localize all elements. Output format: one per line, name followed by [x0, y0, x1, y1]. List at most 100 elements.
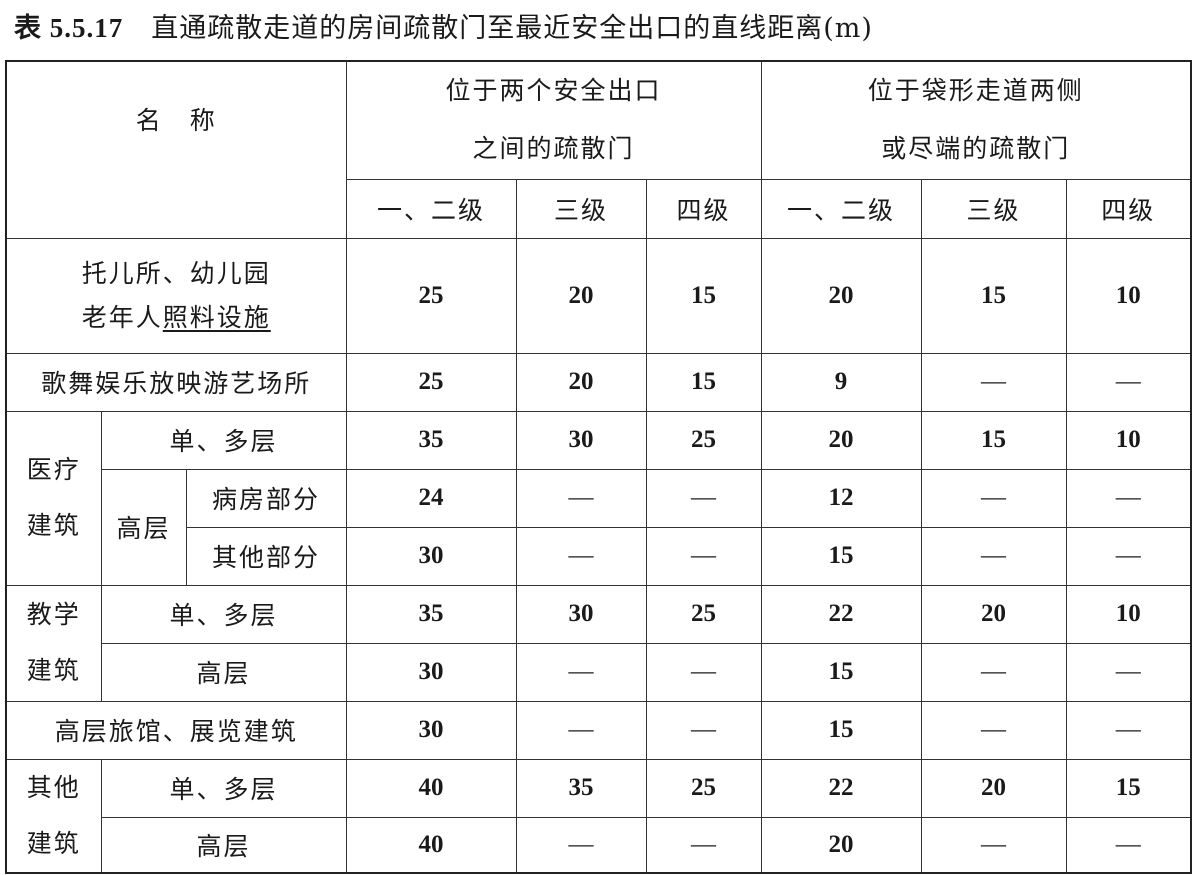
value-cell: 15: [920, 237, 1067, 354]
value-cell: 15: [760, 642, 922, 702]
value-cell: 25: [645, 584, 762, 644]
grade-header: 一、二级: [345, 178, 517, 239]
label-underlined: 照料设施: [162, 302, 271, 332]
distance-table: 名 称 位于两个安全出口 之间的疏散门 位于袋形走道两侧 或尽端的疏散门 一、二级 …: [5, 60, 1192, 874]
sub-label: 高层: [100, 816, 347, 874]
value-cell: 9: [760, 352, 922, 412]
value-cell: 10: [1065, 410, 1192, 470]
value-cell: 35: [345, 584, 517, 644]
value-cell: 20: [760, 237, 922, 354]
table-row: 教学 建筑 单、多层 35 30 25 22 20 10: [5, 584, 1192, 702]
value-cell: —: [645, 642, 762, 702]
value-cell: 15: [1065, 758, 1192, 818]
value-cell: 20: [515, 237, 647, 354]
value-cell: 10: [1065, 237, 1192, 354]
grade-header: 四级: [1065, 178, 1192, 239]
value-cell: —: [920, 642, 1067, 702]
value-cell: —: [920, 352, 1067, 412]
value-cell: —: [515, 642, 647, 702]
row-label: 托儿所、幼儿园 老年人照料设施: [5, 237, 347, 354]
table-row: 高层 40— —20— —: [6, 816, 1192, 874]
value-cell: 15: [920, 410, 1067, 470]
value-cell: 40: [345, 816, 517, 874]
value-cell: 40: [345, 758, 517, 818]
value-cell: 22: [760, 584, 922, 644]
subsub-label: 其他部分: [185, 526, 347, 586]
table-row: 歌舞娱乐放映游艺场所 25 20 15 9— —: [5, 352, 1192, 412]
value-cell: —: [515, 526, 647, 586]
value-cell: 15: [645, 237, 762, 354]
sub-label: 单、多层: [100, 584, 347, 644]
value-cell: 24: [345, 468, 517, 528]
subsub-label: 病房部分: [185, 468, 347, 528]
group-label: 其他 建筑: [5, 758, 102, 874]
value-cell: 30: [515, 584, 647, 644]
grade-header: 一、二级: [760, 178, 922, 239]
label-line: 老年人照料设施: [7, 296, 346, 340]
value-cell: 20: [760, 410, 922, 470]
table-row: 托儿所、幼儿园 老年人照料设施 25 20 15 20 15 10: [5, 237, 1192, 354]
header-between-exits: 位于两个安全出口 之间的疏散门: [345, 60, 762, 180]
label-line: 建筑: [26, 511, 81, 540]
value-cell: 15: [760, 700, 922, 760]
value-cell: —: [645, 816, 762, 874]
header-line: 位于两个安全出口: [445, 76, 662, 106]
value-cell: —: [1065, 700, 1192, 760]
value-cell: 25: [645, 758, 762, 818]
label-part: 老年人: [81, 302, 163, 332]
value-cell: —: [1065, 642, 1192, 702]
value-cell: 30: [345, 526, 517, 586]
header-line: 之间的疏散门: [472, 134, 635, 164]
sub-label: 高层: [100, 642, 347, 702]
value-cell: 22: [760, 758, 922, 818]
label-line: 医疗: [26, 455, 81, 484]
header-name: 名 称: [5, 60, 347, 179]
grade-header: 三级: [920, 178, 1067, 239]
value-cell: 35: [515, 758, 647, 818]
table-caption: 直通疏散走道的房间疏散门至最近安全出口的直线距离(m): [151, 13, 873, 44]
value-cell: 20: [920, 584, 1067, 644]
sub-label: 高层: [100, 468, 187, 586]
label-line: 建筑: [26, 656, 81, 685]
header-line: 位于袋形走道两侧: [867, 76, 1084, 106]
table-row: 医疗 建筑 单、多层 35 30 25 20 15 10: [5, 410, 1192, 586]
value-cell: 10: [1065, 584, 1192, 644]
label-line: 托儿所、幼儿园: [81, 258, 271, 288]
label-line: 其他: [26, 772, 81, 802]
value-cell: —: [920, 700, 1067, 760]
value-cell: 25: [345, 237, 517, 354]
value-cell: 30: [345, 642, 517, 702]
value-cell: 20: [760, 816, 922, 874]
sub-label: 单、多层: [100, 410, 347, 470]
sub-label: 单、多层: [100, 758, 347, 818]
value-cell: 30: [515, 410, 647, 470]
row-label: 歌舞娱乐放映游艺场所: [5, 352, 347, 412]
value-cell: —: [645, 468, 762, 528]
table-title: 表 5.5.17 直通疏散走道的房间疏散门至最近安全出口的直线距离(m): [14, 6, 873, 45]
value-cell: —: [920, 526, 1067, 586]
table-row: 其他 建筑 单、多层 40 35 25 22 20 15: [5, 758, 1192, 874]
header-line: 或尽端的疏散门: [881, 134, 1071, 164]
value-cell: 35: [345, 410, 517, 470]
value-cell: —: [515, 700, 647, 760]
value-cell: —: [515, 468, 647, 528]
value-cell: —: [1065, 526, 1192, 586]
group-label: 教学 建筑: [5, 584, 102, 702]
value-cell: —: [515, 816, 647, 874]
grade-header: 三级: [515, 178, 647, 239]
table-number: 表 5.5.17: [14, 13, 124, 43]
value-cell: —: [920, 468, 1067, 528]
value-cell: —: [645, 700, 762, 760]
value-cell: 20: [515, 352, 647, 412]
table-row: 高层 30— —15— —: [6, 642, 1192, 702]
value-cell: 15: [760, 526, 922, 586]
header-name-spacer: [5, 179, 347, 239]
grade-header: 四级: [645, 178, 762, 239]
value-cell: 25: [345, 352, 517, 412]
table-row: 高层 病房部分 24— —12— —: [6, 468, 1192, 586]
value-cell: —: [1065, 816, 1192, 874]
value-cell: 25: [645, 410, 762, 470]
value-cell: —: [1065, 468, 1192, 528]
value-cell: —: [1065, 352, 1192, 412]
table-row: 高层旅馆、展览建筑 30— —15— —: [5, 700, 1192, 760]
